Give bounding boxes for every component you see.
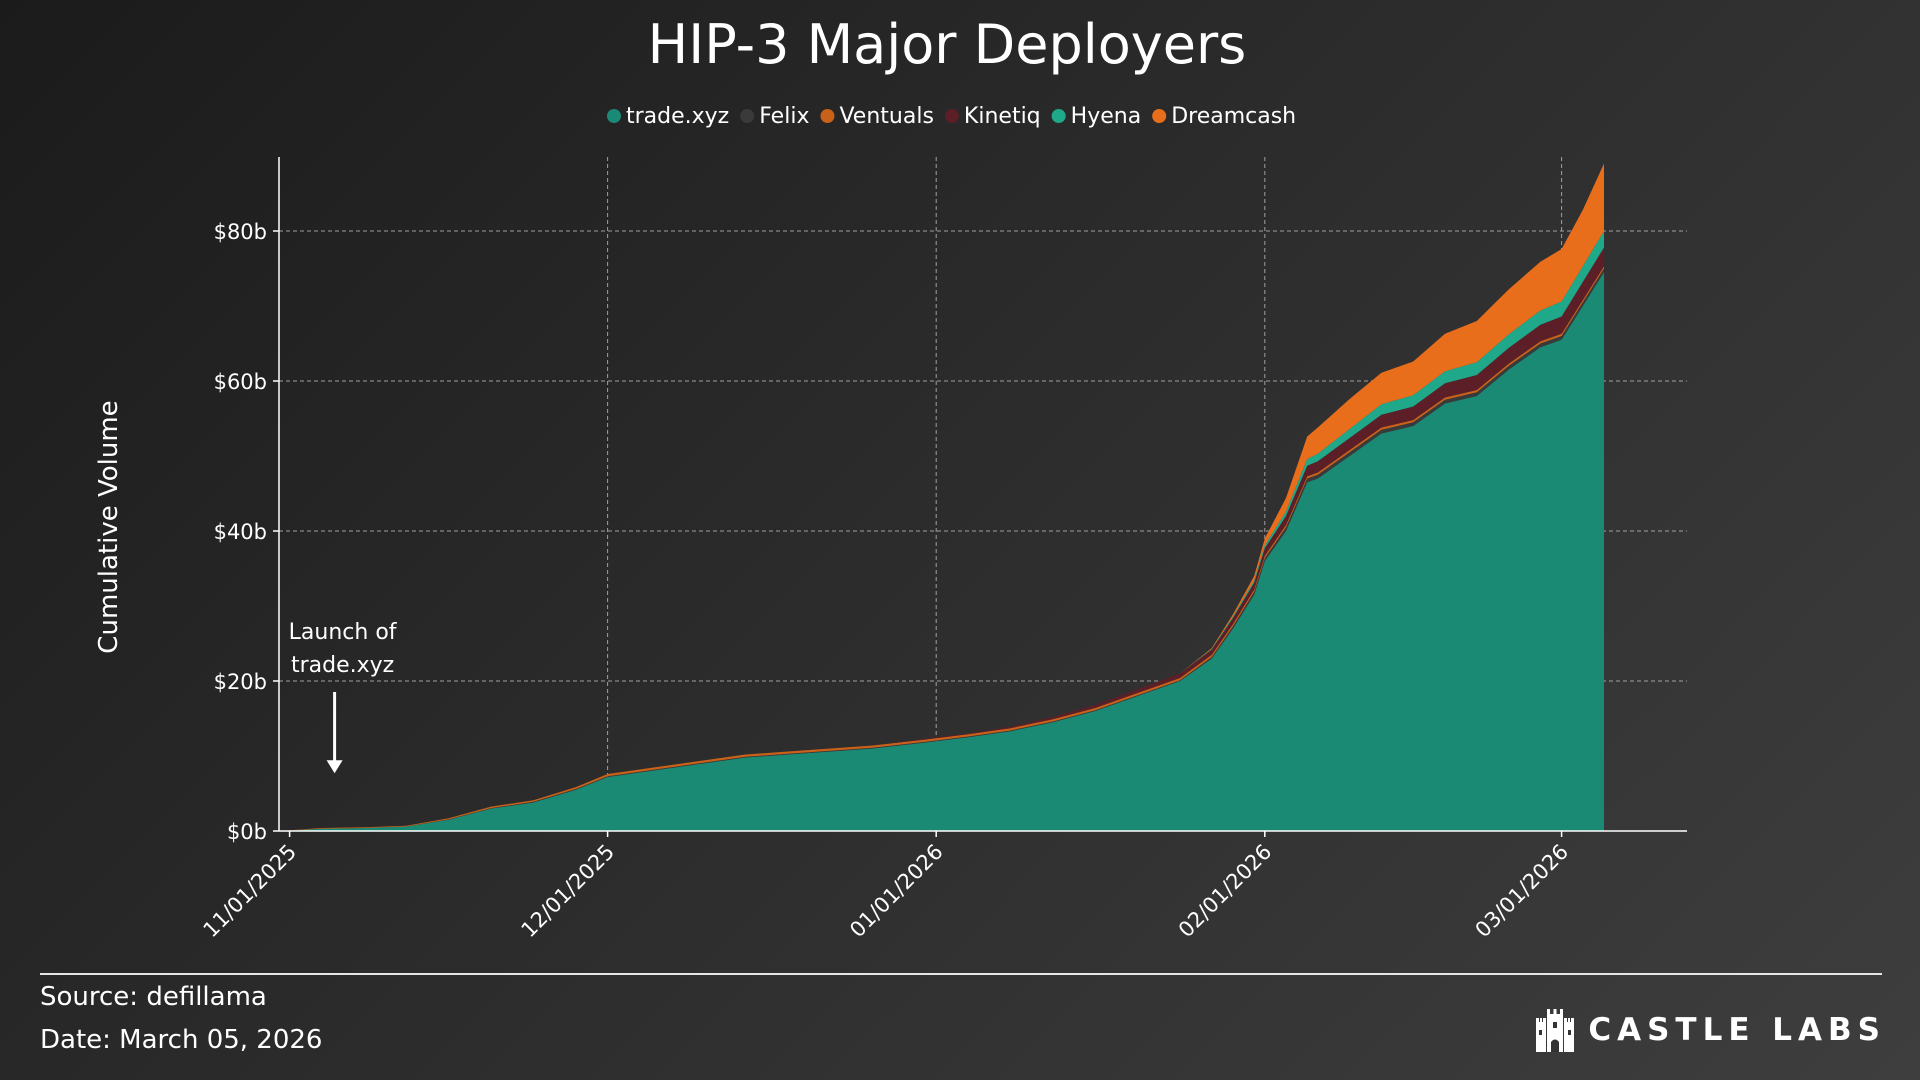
brand-name: CASTLE LABS <box>1588 1012 1886 1048</box>
legend-label: trade.xyz <box>626 104 729 129</box>
x-tick-label: 02/01/2026 <box>1174 840 1277 943</box>
legend: trade.xyz Felix Ventuals Kinetiq Hyena Dreamc… <box>607 104 1296 129</box>
stacked-areas <box>279 163 1604 831</box>
legend-marker <box>740 109 755 123</box>
legend-marker <box>607 109 621 123</box>
brand-logo: CASTLE LABS <box>1534 1008 1886 1052</box>
x-tick-label: 01/01/2026 <box>845 840 948 943</box>
legend-label: Felix <box>759 104 809 129</box>
y-tick-label: $80b <box>214 220 267 244</box>
y-tick-label: $40b <box>214 520 267 544</box>
y-tick-label: $20b <box>214 670 267 694</box>
legend-item-ventuals: Ventuals <box>820 104 934 129</box>
launch-annotation: Launch of trade.xyz <box>289 620 398 774</box>
legend-label: Dreamcash <box>1171 104 1296 129</box>
legend-item-trade-xyz: trade.xyz <box>607 104 729 129</box>
legend-item-kinetiq: Kinetiq <box>944 104 1041 129</box>
chart-title: HIP-3 Major Deployers <box>648 13 1247 76</box>
legend-item-felix: Felix <box>740 104 809 129</box>
castle-icon <box>1536 1009 1575 1052</box>
x-tick-label: 12/01/2025 <box>517 840 620 943</box>
annotation-text: Launch of <box>289 620 398 645</box>
y-tick-label: $0b <box>227 820 267 844</box>
source-text: Source: defillama <box>40 982 267 1012</box>
legend-marker <box>1152 109 1167 123</box>
axes <box>278 157 1687 832</box>
legend-label: Hyena <box>1071 104 1142 129</box>
footer-divider <box>40 973 1882 975</box>
x-tick-label: 03/01/2026 <box>1471 840 1574 943</box>
y-tick-label: $60b <box>214 370 267 394</box>
x-ticks: 11/01/2025 12/01/2025 01/01/2026 02/01/2026… <box>199 831 1574 943</box>
x-tick-label: 11/01/2025 <box>199 840 302 943</box>
legend-label: Ventuals <box>839 104 933 129</box>
y-axis-label: Cumulative Volume <box>94 400 124 653</box>
legend-label: Kinetiq <box>964 104 1041 129</box>
date-text: Date: March 05, 2026 <box>40 1025 323 1055</box>
legend-marker <box>1051 109 1066 123</box>
legend-marker <box>820 109 835 123</box>
legend-marker <box>944 109 959 123</box>
legend-item-hyena: Hyena <box>1051 104 1142 129</box>
area-trade-xyz <box>279 272 1604 831</box>
annotation-arrow-head <box>326 760 343 774</box>
legend-item-dreamcash: Dreamcash <box>1152 104 1296 129</box>
annotation-text: trade.xyz <box>291 653 394 678</box>
y-ticks: $0b $20b $40b $60b $80b <box>214 220 279 844</box>
